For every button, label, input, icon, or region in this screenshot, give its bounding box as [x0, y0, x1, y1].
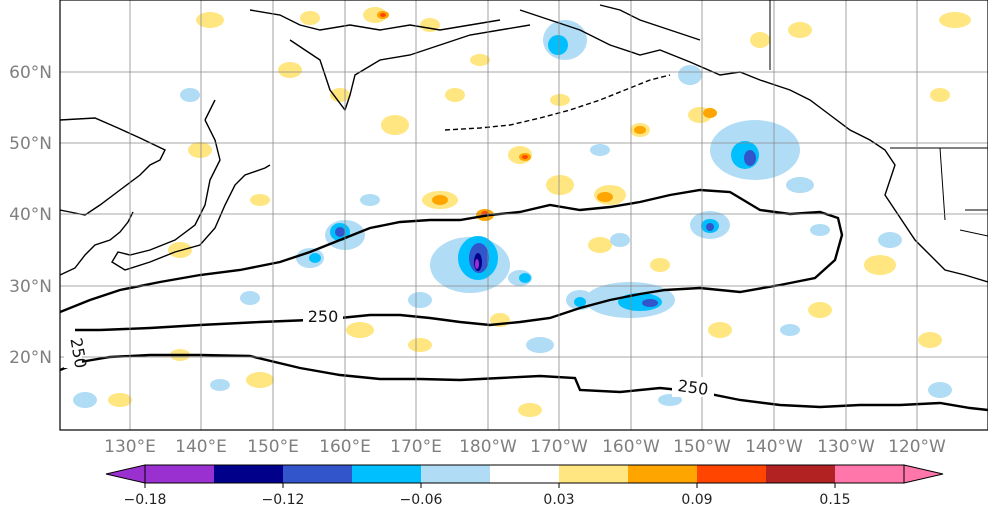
lon-tick-label: 120°W — [888, 437, 946, 457]
contour-label: 250 — [308, 307, 339, 326]
colorbar-tick-label: 0.15 — [819, 492, 850, 508]
lat-tick-label: 30°N — [9, 277, 52, 297]
lat-tick-label: 40°N — [9, 205, 52, 225]
lon-tick-label: 160°W — [602, 437, 660, 457]
colorbar-segment — [766, 465, 835, 483]
colorbar: −0.18 −0.12 −0.06 0.03 0.09 0.15 — [105, 464, 944, 508]
graticule — [60, 0, 988, 430]
lon-tick-label: 140°W — [745, 437, 803, 457]
colorbar-tick-label: 0.09 — [681, 492, 712, 508]
coastlines — [60, 0, 988, 283]
lon-tick-label: 160°E — [319, 437, 371, 457]
colorbar-segment — [214, 465, 283, 483]
lat-tick-label: 20°N — [9, 348, 52, 368]
colorbar-segment — [628, 465, 697, 483]
lon-tick-label: 180°W — [459, 437, 517, 457]
lon-tick-label: 170°E — [390, 437, 442, 457]
colorbar-segment — [835, 465, 904, 483]
lon-tick-label: 140°E — [175, 437, 227, 457]
map-frame — [59, 0, 988, 431]
lon-tick-label: 150°W — [673, 437, 731, 457]
map-panel: 250 250 250 — [60, 0, 988, 430]
colorbar-extend-low — [105, 464, 146, 484]
lat-axis: 60°N 50°N 40°N 30°N 20°N — [9, 63, 52, 368]
colorbar-segment — [145, 465, 214, 483]
colorbar-tick-label: 0.03 — [543, 492, 574, 508]
colorbar-segment — [283, 465, 352, 483]
colorbar-extend-high — [903, 464, 944, 484]
lat-tick-label: 50°N — [9, 134, 52, 154]
colorbar-segment — [490, 465, 559, 483]
colorbar-tick-label: −0.12 — [262, 492, 305, 508]
lon-axis: 130°E 140°E 150°E 160°E 170°E 180°W 170°… — [104, 437, 946, 457]
lat-tick-label: 60°N — [9, 63, 52, 83]
colorbar-ticks — [144, 483, 836, 488]
colorbar-segment — [352, 465, 421, 483]
lon-tick-label: 130°W — [817, 437, 875, 457]
lon-tick-label: 130°E — [104, 437, 156, 457]
colorbar-segment — [697, 465, 766, 483]
colorbar-segment — [559, 465, 628, 483]
lon-tick-label: 150°E — [247, 437, 299, 457]
colorbar-tick-label: −0.06 — [400, 492, 443, 508]
contour-label: 250 — [677, 376, 710, 399]
colorbar-segment — [421, 465, 490, 483]
colorbar-tick-label: −0.18 — [124, 492, 167, 508]
lon-tick-label: 170°W — [530, 437, 588, 457]
colorbar-frame — [144, 464, 905, 484]
